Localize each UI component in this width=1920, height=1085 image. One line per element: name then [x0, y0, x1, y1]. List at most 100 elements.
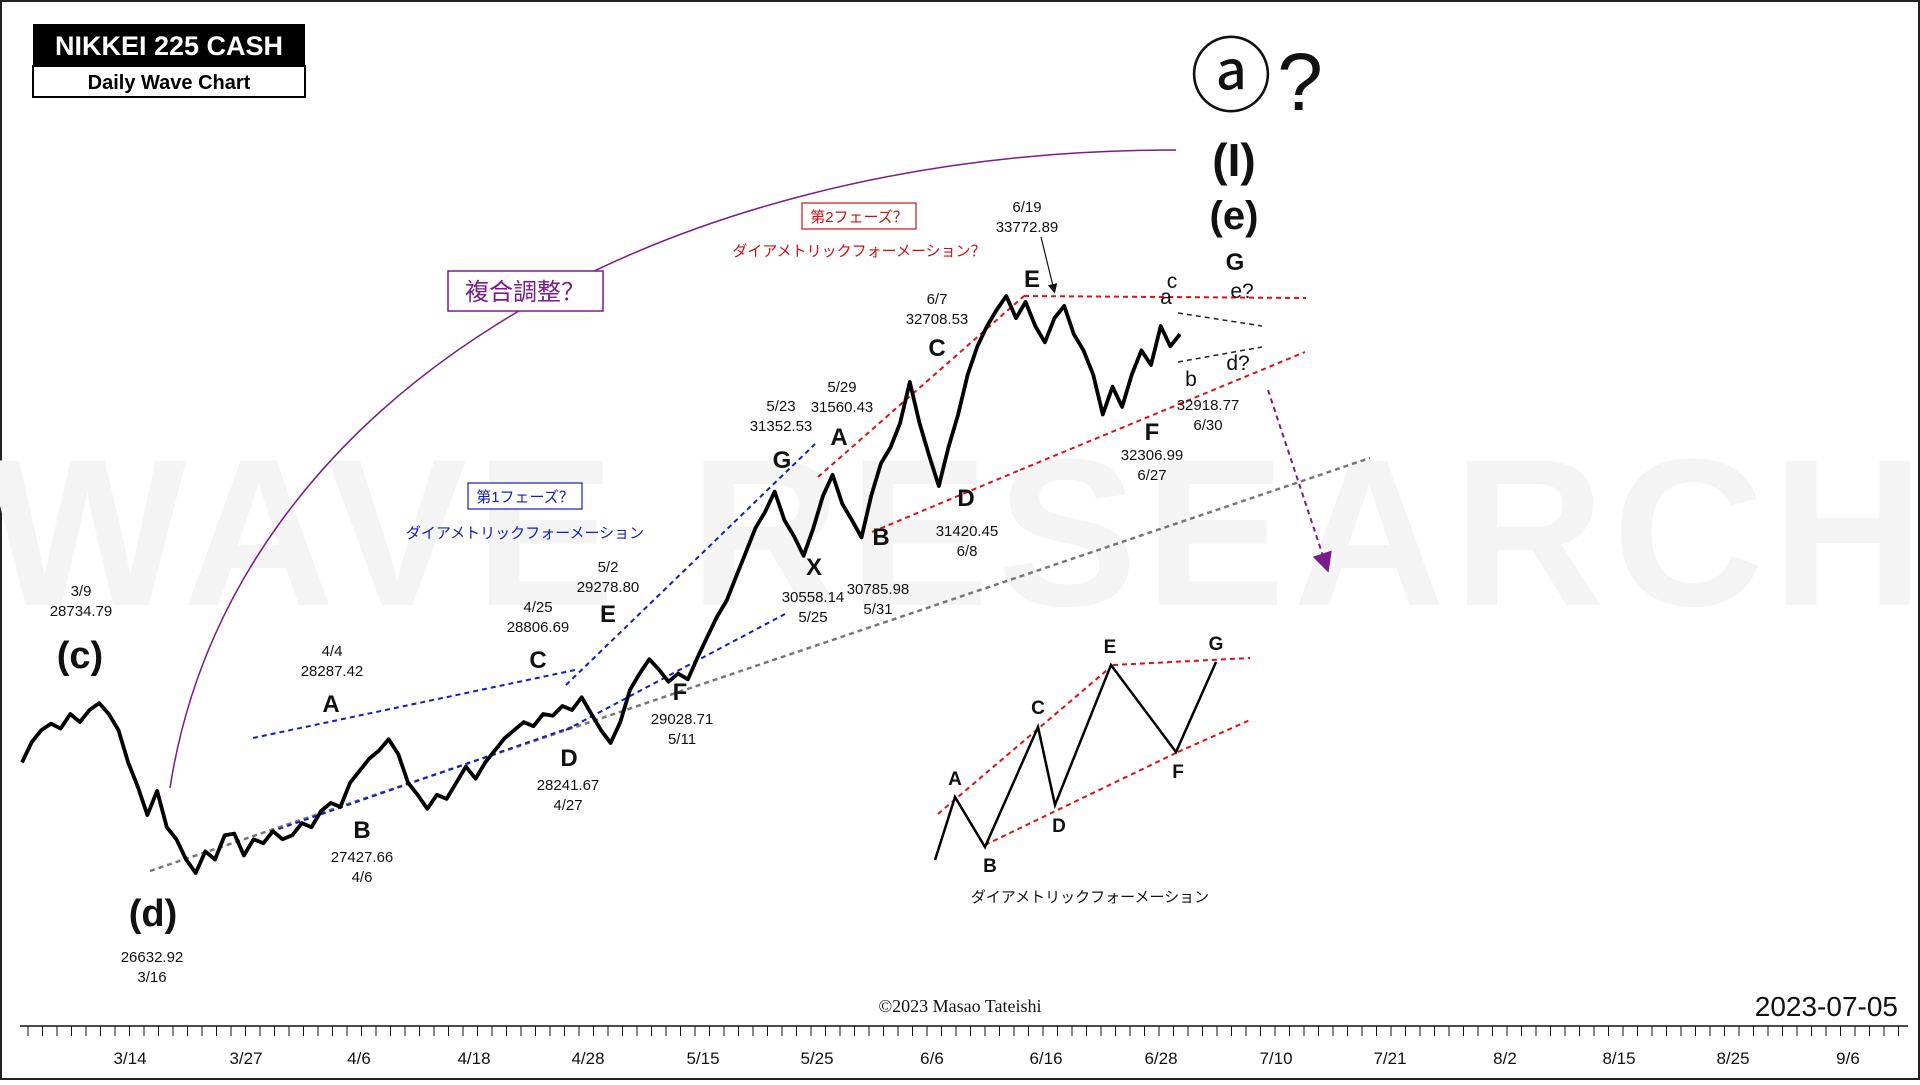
x-tick-label: 7/21	[1373, 1049, 1406, 1068]
price-label-value: 33772.89	[996, 219, 1059, 236]
top-wave-labels: ⓐ ? (I) (e)	[1190, 32, 1323, 238]
price-label-value: 30785.98	[847, 581, 910, 598]
wave-label: D	[957, 485, 974, 512]
phase2-box: 第2フェーズ？	[801, 202, 917, 230]
example-labels: A B C D E F G	[948, 634, 1223, 877]
x-tick-label: 5/15	[686, 1049, 719, 1068]
blue-upper-line-1	[252, 669, 576, 739]
x-tick-label: 4/28	[571, 1049, 604, 1068]
x-tick-label: 8/25	[1716, 1049, 1749, 1068]
x-tick-label: 8/2	[1493, 1049, 1517, 1068]
wave-label: F	[673, 679, 688, 706]
example-lower-line-1	[984, 751, 1179, 846]
wave-I-label: (I)	[1212, 134, 1255, 186]
price-label-date: 4/25	[523, 599, 552, 616]
wave-label: d?	[1226, 352, 1249, 375]
price-label-value: 31560.43	[811, 399, 874, 416]
example-label: G	[1209, 634, 1224, 655]
x-axis: 3/14 3/27 4/6 4/18 4/28 5/15 5/25 6/6 6/16 6/28 7/…	[20, 1025, 1908, 1068]
wave-label: b	[1185, 368, 1197, 391]
wave-label: C	[928, 335, 945, 362]
phase1-box: 第1フェーズ？	[467, 482, 583, 510]
price-label-date: 3/9	[71, 583, 92, 600]
example-label: F	[1172, 762, 1184, 783]
price-label-date: 6/27	[1137, 467, 1166, 484]
price-label-value: 32708.53	[906, 311, 969, 328]
price-line	[20, 294, 1182, 875]
example-upper-line-1	[937, 664, 1114, 815]
wave-label: c	[1167, 270, 1178, 293]
price-label-date: 4/4	[322, 643, 343, 660]
price-label-value: 31420.45	[936, 523, 999, 540]
wave-label: F	[1145, 419, 1160, 446]
price-label-date: 5/29	[827, 379, 856, 396]
price-label-date: 5/2	[598, 559, 619, 576]
price-label-date: 5/25	[798, 609, 827, 626]
price-label-value: 32918.77	[1177, 397, 1240, 414]
diametric1-label: ダイアメトリックフォーメーション	[406, 525, 644, 542]
price-label-value: 29278.80	[577, 579, 640, 596]
price-label-value: 28241.67	[537, 777, 600, 794]
date-stamp: 2023-07-05	[1755, 991, 1898, 1022]
wave-label: e?	[1230, 280, 1253, 303]
watermark: WAVE RESEARCH	[0, 415, 1920, 650]
complex-correction-arc	[169, 149, 1177, 789]
price-label-value: 32306.99	[1121, 447, 1184, 464]
x-tick-label: 3/27	[229, 1049, 262, 1068]
price-label-date: 5/23	[766, 398, 795, 415]
chart-subtitle: Daily Wave Chart	[88, 72, 251, 94]
price-label-date: 5/31	[863, 601, 892, 618]
blue-lower-line-1	[269, 725, 576, 833]
x-tick-label: 6/16	[1029, 1049, 1062, 1068]
price-label-date: 4/27	[553, 797, 582, 814]
red-upper-line-2	[1023, 295, 1307, 299]
example-label: E	[1104, 637, 1117, 658]
wave-label: C	[529, 647, 546, 674]
red-upper-line-1	[817, 295, 1025, 478]
x-tick-label: 5/25	[800, 1049, 833, 1068]
x-tick-label: 4/6	[347, 1049, 371, 1068]
price-labels: 3/9 28734.79 26632.92 3/16 4/4 28287.42 27427.…	[50, 199, 1240, 986]
price-label-date: 6/8	[957, 543, 978, 560]
diametric-example: A B C D E F G ダイアメトリックフォーメーション	[933, 634, 1251, 906]
price-label-date: 5/11	[668, 731, 696, 748]
circle-a-label: ⓐ	[1190, 32, 1272, 123]
wave-label: E	[1024, 266, 1040, 293]
price-label-value: 28734.79	[50, 603, 113, 620]
example-lower-line-2	[1177, 719, 1251, 753]
price-label-value: 31352.53	[750, 418, 813, 435]
wave-labels: (c) (d) A B C D E F G X A B C D E F Ga b c d? e?	[57, 249, 1254, 935]
x-tick-label: 3/14	[113, 1049, 146, 1068]
x-tick-label: 4/18	[457, 1049, 490, 1068]
x-tick-label: 6/6	[920, 1049, 944, 1068]
blue-upper-line-2	[565, 443, 816, 686]
price-label-value: 29028.71	[651, 711, 714, 728]
price-label-value: 28806.69	[507, 619, 570, 636]
price-label-date: 6/19	[1012, 199, 1041, 216]
wave-label: G	[773, 447, 792, 474]
phase1-label: 第1フェーズ？	[476, 488, 574, 506]
price-label-date: 6/30	[1193, 417, 1222, 434]
diametric-example-label: ダイアメトリックフォーメーション	[971, 889, 1209, 906]
wave-label: G	[1226, 249, 1245, 276]
diametric2-label: ダイアメトリックフォーメーション？	[732, 243, 985, 260]
x-tick-label: 6/28	[1144, 1049, 1177, 1068]
example-label: D	[1052, 816, 1066, 837]
x-tick-label: 9/6	[1836, 1049, 1860, 1068]
red-lower-line-2	[1019, 351, 1306, 471]
price-label-date: 4/6	[352, 869, 373, 886]
question-label: ?	[1277, 37, 1323, 128]
price-label-date: 3/16	[137, 969, 166, 986]
price-label-value: 27427.66	[331, 849, 394, 866]
triangle-upper-line	[1177, 312, 1263, 327]
price-label-value: 28287.42	[301, 663, 364, 680]
complex-correction-label: 複合調整？	[465, 279, 585, 306]
chart-title: NIKKEI 225 CASH	[55, 31, 283, 61]
trend-lines	[149, 236, 1371, 873]
complex-correction-box: 複合調整？	[447, 270, 604, 312]
e-pointer-arrow	[1040, 236, 1058, 294]
wave-label: (d)	[129, 893, 178, 935]
copyright: ©2023 Masao Tateishi	[878, 996, 1041, 1016]
wave-label: a	[1160, 286, 1172, 309]
